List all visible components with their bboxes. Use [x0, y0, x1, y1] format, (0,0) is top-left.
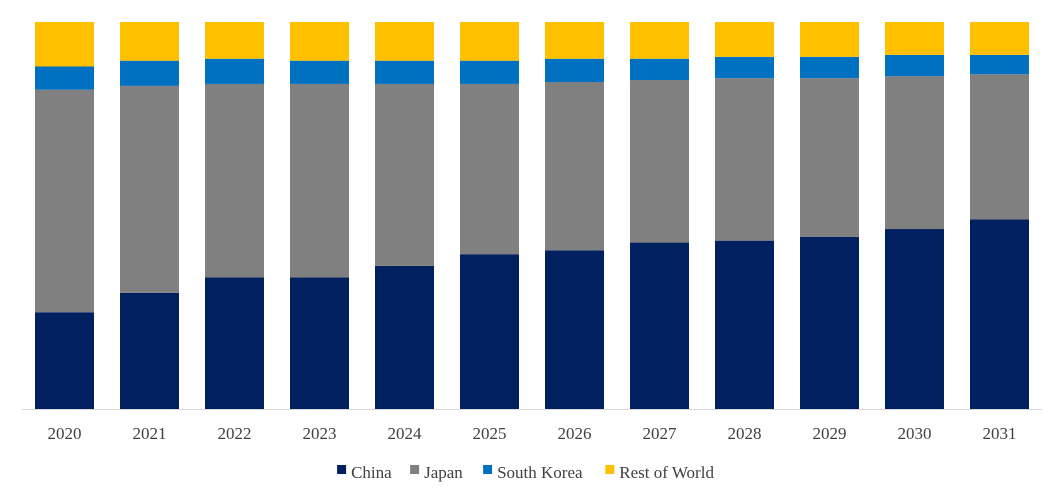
bar-segment-japan-2021	[120, 85, 179, 293]
legend-marker-south-korea	[483, 465, 493, 474]
x-tick-labels: 2020 2021 2022 2023 2024 2025 2026 2027 2028 2029…	[48, 424, 1017, 443]
bar-segment-south-korea-2022	[205, 58, 264, 84]
bar-segment-japan-2027	[630, 80, 689, 243]
bar-segment-rest-of-world-2031	[970, 22, 1029, 55]
legend-label-china: China	[351, 463, 392, 482]
bar-segment-rest-of-world-2023	[290, 22, 349, 61]
bar-segment-rest-of-world-2025	[460, 22, 519, 61]
legend-item-rest-of-world: Rest of World	[605, 463, 714, 482]
legend-item-south-korea: South Korea	[483, 463, 583, 482]
bar-segment-rest-of-world-2022	[205, 22, 264, 59]
legend-marker-china	[337, 465, 347, 474]
bars-group	[35, 22, 1029, 409]
bar-segment-china-2022	[205, 277, 264, 409]
bar-segment-south-korea-2031	[970, 54, 1029, 75]
bar-segment-japan-2020	[35, 89, 94, 313]
bar-segment-south-korea-2030	[885, 54, 944, 77]
bar-segment-south-korea-2025	[460, 60, 519, 84]
bar-segment-south-korea-2026	[545, 58, 604, 82]
bar-segment-china-2020	[35, 312, 94, 409]
bar-segment-south-korea-2021	[120, 60, 179, 86]
bar-segment-south-korea-2029	[800, 56, 859, 79]
bar-segment-china-2023	[290, 277, 349, 409]
x-tick-label: 2027	[643, 424, 678, 443]
legend-item-china: China	[337, 463, 392, 482]
legend-item-japan: Japan	[410, 463, 463, 482]
legend: China Japan South Korea Rest of World	[337, 463, 714, 482]
bar-segment-china-2029	[800, 236, 859, 409]
bar-segment-rest-of-world-2029	[800, 22, 859, 57]
bar-segment-japan-2026	[545, 81, 604, 251]
bar-segment-rest-of-world-2020	[35, 22, 94, 67]
bar-segment-rest-of-world-2028	[715, 22, 774, 57]
bar-segment-south-korea-2024	[375, 60, 434, 84]
legend-label-japan: Japan	[424, 463, 463, 482]
bar-segment-japan-2022	[205, 83, 264, 278]
x-tick-label: 2024	[388, 424, 423, 443]
bar-segment-south-korea-2028	[715, 56, 774, 79]
bar-segment-china-2024	[375, 265, 434, 409]
bar-segment-japan-2025	[460, 83, 519, 255]
bar-segment-china-2030	[885, 229, 944, 409]
bar-segment-japan-2023	[290, 83, 349, 278]
bar-segment-south-korea-2020	[35, 66, 94, 90]
x-tick-label: 2023	[303, 424, 337, 443]
x-tick-label: 2030	[898, 424, 932, 443]
bar-segment-rest-of-world-2030	[885, 22, 944, 55]
bar-segment-japan-2024	[375, 83, 434, 266]
x-tick-label: 2025	[473, 424, 507, 443]
bar-segment-china-2025	[460, 254, 519, 409]
bar-segment-japan-2030	[885, 76, 944, 230]
legend-marker-rest-of-world	[605, 465, 615, 474]
bar-segment-rest-of-world-2027	[630, 22, 689, 59]
legend-label-south-korea: South Korea	[497, 463, 583, 482]
x-tick-label: 2021	[133, 424, 167, 443]
bar-segment-japan-2028	[715, 78, 774, 241]
bar-segment-south-korea-2027	[630, 58, 689, 81]
legend-marker-japan	[410, 465, 420, 474]
bar-segment-china-2031	[970, 219, 1029, 409]
x-tick-label: 2028	[728, 424, 762, 443]
bar-segment-china-2028	[715, 240, 774, 409]
bar-segment-china-2026	[545, 250, 604, 409]
bar-segment-japan-2029	[800, 78, 859, 237]
bar-segment-china-2021	[120, 292, 179, 409]
x-tick-label: 2026	[558, 424, 592, 443]
x-tick-label: 2031	[983, 424, 1017, 443]
bar-segment-south-korea-2023	[290, 60, 349, 84]
bar-segment-japan-2031	[970, 74, 1029, 220]
bar-segment-rest-of-world-2026	[545, 22, 604, 59]
bar-segment-rest-of-world-2021	[120, 22, 179, 61]
bar-segment-china-2027	[630, 242, 689, 409]
x-tick-label: 2020	[48, 424, 82, 443]
bar-segment-rest-of-world-2024	[375, 22, 434, 61]
legend-label-rest-of-world: Rest of World	[619, 463, 714, 482]
x-tick-label: 2022	[218, 424, 252, 443]
x-tick-label: 2029	[813, 424, 847, 443]
